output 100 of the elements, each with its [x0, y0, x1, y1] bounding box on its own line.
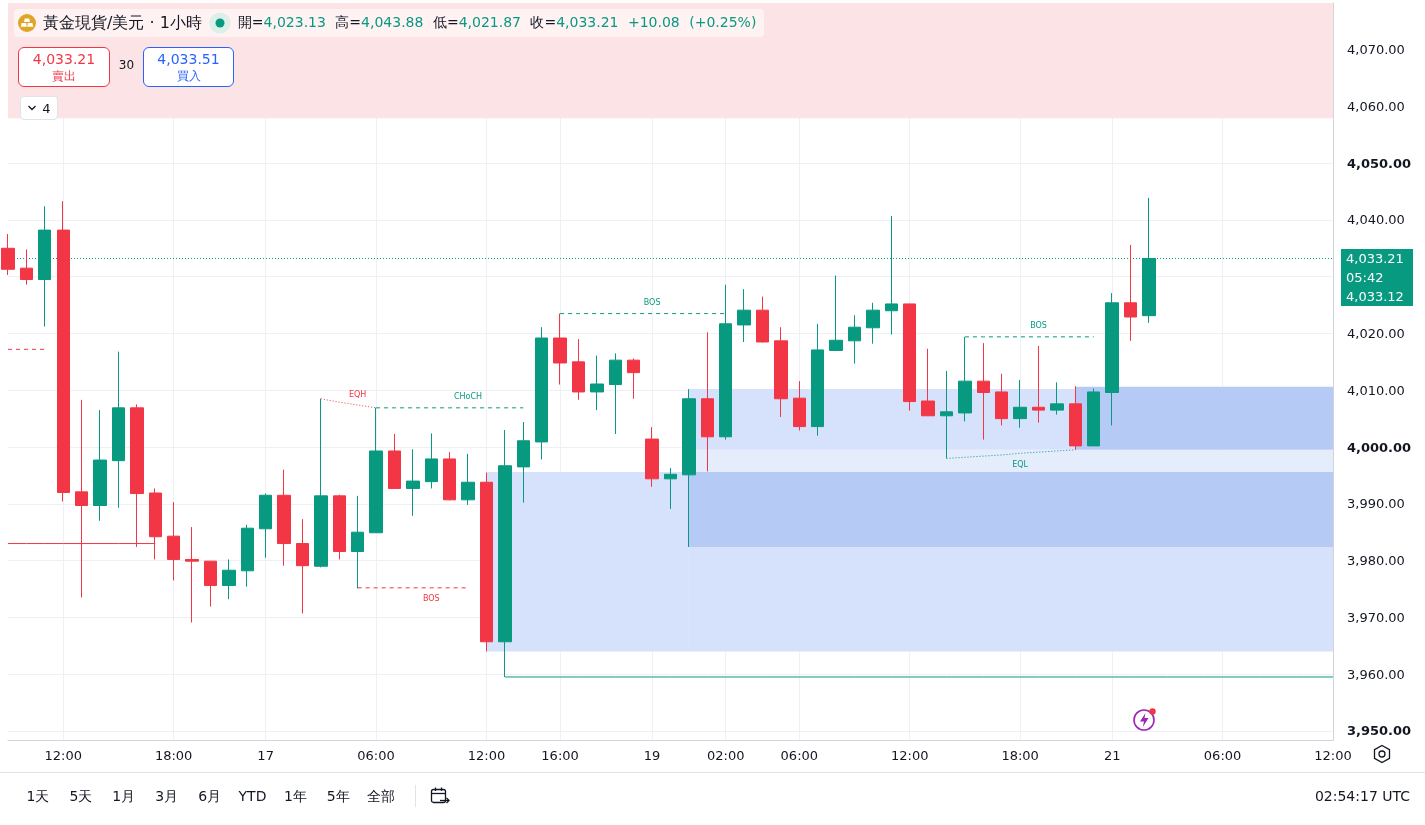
candlestick [995, 373, 1008, 426]
candlestick [1069, 385, 1082, 451]
candlestick [333, 494, 346, 560]
candlestick [388, 433, 401, 489]
text: 5天 [68, 787, 94, 806]
y-tick-label: 4,040.00 [1347, 212, 1405, 228]
candlestick [848, 314, 861, 365]
candlestick [1032, 345, 1045, 424]
candlestick [93, 409, 107, 522]
annotation: 30 [117, 58, 136, 73]
candlestick [241, 524, 254, 588]
series-label: EQL [1012, 459, 1029, 469]
x-tick-label: 12:00 [44, 748, 82, 763]
candlestick [517, 421, 530, 504]
candlestick [204, 560, 217, 608]
candlestick [940, 370, 953, 459]
text: 5年 [325, 787, 351, 806]
text: 黃金現貨/美元 · 1小時 [43, 12, 202, 34]
candlestick [1050, 381, 1064, 416]
x-tick-label: 18:00 [1001, 748, 1039, 763]
x-tick-label: 17 [257, 748, 274, 763]
annotation: 4,033.51 [156, 50, 221, 69]
text: 4,033.12 [1346, 287, 1405, 306]
series-label: BOS [422, 594, 440, 604]
y-tick-label: 3,970.00 [1347, 609, 1405, 625]
candlestick [627, 357, 640, 400]
series-label: CHoCH [454, 392, 483, 402]
y-tick-label: 4,050.00 [1347, 155, 1412, 171]
candlestick [1087, 388, 1100, 447]
x-tick-label: 12:00 [467, 748, 506, 763]
y-tick-label: 3,960.00 [1347, 666, 1405, 682]
series-label: EQH [348, 389, 367, 399]
annotation: 買入 [175, 69, 202, 84]
text: YTD [237, 787, 268, 806]
x-tick-label: 19 [643, 748, 661, 763]
candlestick [977, 342, 990, 441]
candlestick [701, 331, 714, 472]
candlestick [664, 467, 677, 510]
y-tick-label: 4,000.00 [1347, 439, 1412, 455]
annotation: 4 [42, 100, 51, 116]
y-tick-label: 3,990.00 [1347, 496, 1405, 512]
candlestick [553, 313, 567, 386]
candlestick [774, 326, 788, 418]
sell-button: 4,033.21 賣出 [18, 47, 110, 87]
candlestick [1124, 244, 1137, 342]
candlestick [20, 248, 33, 286]
candlestick [829, 275, 843, 351]
candlestick [259, 493, 272, 559]
text: 開=4,023.13 高=4,043.88 低=4,021.87 收=4,033.21 +10.08 (+0.25%) [237, 14, 757, 32]
candlestick [425, 432, 438, 489]
candlestick [1, 233, 15, 276]
candlestick [793, 380, 806, 432]
candlestick [921, 348, 935, 417]
candlestick [535, 326, 548, 461]
y-tick-label: 4,070.00 [1347, 42, 1405, 58]
candlestick [314, 398, 328, 568]
candlestick [38, 205, 51, 328]
buy-button: 4,033.51 買入 [143, 47, 234, 87]
x-tick-label: 18:00 [154, 748, 193, 763]
x-tick-label: 12:00 [891, 748, 929, 763]
text: 6月 [197, 787, 223, 806]
candlestick [369, 407, 383, 534]
ref-line-label: 4,033.21 [1346, 249, 1405, 268]
candlestick [572, 338, 585, 401]
x-tick-label: 21 [1103, 748, 1121, 763]
y-tick-label: 4,020.00 [1347, 325, 1405, 341]
candlestick [277, 469, 291, 567]
y-tick-label: 4,010.00 [1347, 382, 1405, 398]
text: 全部 [366, 787, 397, 806]
text: 1月 [111, 787, 137, 806]
text: 1年 [282, 787, 308, 806]
y-tick-label: 3,950.00 [1347, 723, 1412, 739]
candlestick [185, 526, 199, 623]
candlestick [866, 302, 880, 345]
x-tick-label: 06:00 [1203, 748, 1242, 763]
candlestick [737, 288, 751, 343]
candlestick [1013, 379, 1027, 429]
x-tick-label: 06:00 [357, 748, 395, 763]
candlestick [609, 352, 622, 435]
candlestick [811, 323, 824, 437]
candlestick [296, 518, 309, 614]
line-series [320, 398, 377, 409]
candlestick [461, 453, 475, 506]
series-label: BOS [1030, 321, 1047, 331]
series-label: BOS [643, 298, 661, 308]
candlestick [1105, 292, 1119, 426]
x-tick-label: 16:00 [541, 748, 579, 763]
candlestick [903, 303, 916, 412]
text: 05:42 [1346, 268, 1385, 287]
candlestick [590, 355, 604, 411]
candlestick [682, 388, 696, 548]
toggle-button: 4 [20, 96, 58, 120]
candlestick [480, 472, 493, 652]
y-tick-label: 4,060.00 [1347, 98, 1405, 114]
x-tick-label: 06:00 [780, 748, 819, 763]
candlestick [167, 501, 180, 581]
text: 1天 [25, 787, 51, 806]
x-tick-label: 12:00 [1314, 748, 1352, 763]
annotation: 賣出 [51, 69, 77, 84]
text: 02:54:17 UTC [1314, 787, 1410, 806]
